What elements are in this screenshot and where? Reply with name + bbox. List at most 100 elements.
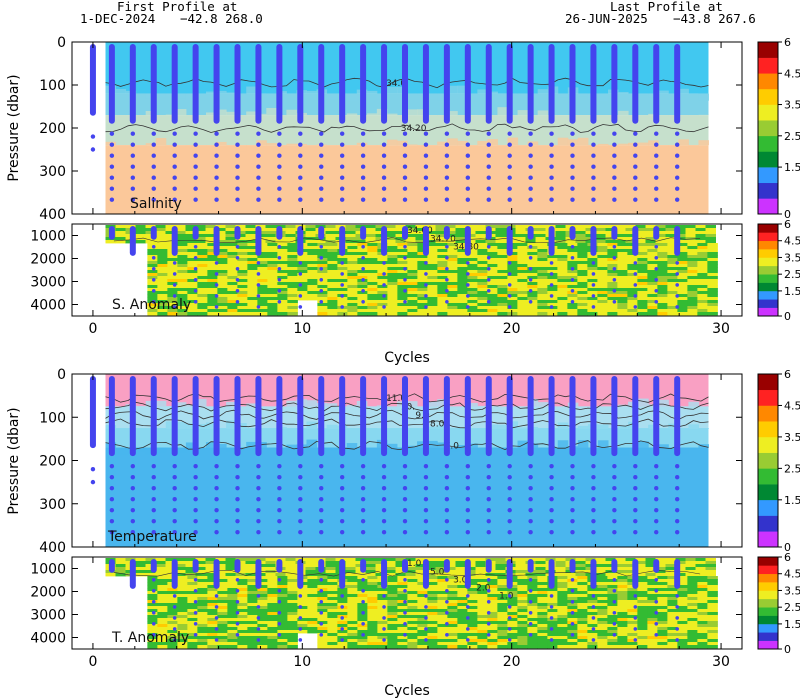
- field-cell: [187, 312, 198, 316]
- field-cell: [257, 600, 268, 604]
- field-cell: [467, 588, 478, 592]
- profile-dot: [172, 175, 177, 180]
- field-cell: [205, 225, 216, 229]
- field-cell: [337, 312, 348, 316]
- field-cell: [217, 276, 228, 280]
- field-cell: [147, 627, 158, 631]
- field-cell: [647, 270, 658, 274]
- field-cell: [417, 642, 428, 646]
- field-cell: [497, 600, 508, 604]
- field-cell: [277, 612, 288, 616]
- field-cell: [207, 291, 218, 295]
- field-cell: [707, 300, 718, 304]
- field-cell: [345, 570, 356, 574]
- field-cell: [647, 594, 658, 598]
- profile-bar: [674, 226, 681, 256]
- colorbar-tick-label: 0: [784, 208, 791, 221]
- field-cell: [187, 642, 198, 646]
- field-cell: [157, 246, 168, 250]
- field-cell: [597, 588, 608, 592]
- plot-frame: [71, 556, 743, 650]
- field-cell: [157, 303, 168, 307]
- profile-dot: [612, 142, 617, 147]
- field-cell: [257, 294, 268, 298]
- field-cell: [677, 279, 688, 283]
- colorbar-swatch: [758, 452, 778, 469]
- field-cell: [527, 267, 538, 271]
- field-cell: [287, 597, 298, 601]
- field-cell: [357, 252, 368, 256]
- field-cell: [217, 297, 228, 301]
- field-cell: [527, 639, 538, 643]
- profile-dot: [214, 485, 219, 491]
- field-cell: [237, 642, 248, 646]
- field-cell: [307, 276, 318, 280]
- field-cell: [437, 603, 448, 607]
- field-cell: [657, 621, 668, 625]
- profile-dot: [423, 474, 429, 480]
- field-cell: [267, 630, 278, 634]
- field-cell: [337, 600, 348, 604]
- field-cell: [385, 228, 396, 232]
- field-cell: [617, 243, 628, 247]
- field-cell: [377, 255, 388, 259]
- field-cell: [688, 447, 699, 450]
- field-cell: [437, 306, 448, 310]
- field-cell: [637, 273, 648, 277]
- field-cell: [617, 246, 628, 250]
- field-cell: [317, 312, 328, 316]
- field-cell: [177, 606, 188, 610]
- field-cell: [227, 630, 238, 634]
- field-cell: [287, 273, 298, 277]
- field-cell: [327, 612, 338, 616]
- field-cell: [167, 633, 178, 637]
- profile-dot: [486, 518, 491, 524]
- field-cell: [707, 600, 718, 604]
- field-cell: [677, 639, 688, 643]
- field-cell: [497, 406, 508, 408]
- field-cell: [387, 627, 398, 631]
- field-cell: [407, 585, 418, 589]
- field-cell: [657, 264, 668, 268]
- field-cell: [165, 421, 177, 429]
- profile-dot: [298, 283, 303, 287]
- field-cell: [627, 288, 638, 292]
- field-cell: [395, 240, 406, 244]
- profile-dot: [570, 589, 575, 593]
- field-cell: [407, 597, 418, 601]
- profile-dot: [298, 153, 303, 158]
- field-cell: [665, 237, 676, 241]
- profile-dot: [277, 142, 282, 147]
- field-cell: [135, 567, 146, 571]
- profile-bar: [129, 376, 136, 457]
- field-cell: [455, 234, 466, 238]
- field-cell: [697, 294, 708, 298]
- field-cell: [297, 288, 308, 292]
- field-cell: [437, 579, 448, 583]
- field-cell: [607, 576, 618, 580]
- field-cell: [665, 240, 676, 244]
- field-cell: [607, 264, 618, 268]
- profile-dot: [256, 463, 261, 469]
- field-cell: [557, 612, 568, 616]
- field-cell: [645, 570, 656, 574]
- profile-bar: [276, 44, 283, 124]
- field-cell: [497, 273, 508, 277]
- field-cell: [447, 285, 458, 289]
- profile-bar: [485, 376, 492, 457]
- field-cell: [167, 600, 178, 604]
- profile-dot: [403, 622, 407, 626]
- field-cell: [507, 282, 518, 286]
- profile-dot: [319, 633, 324, 637]
- x-tick-label: 20: [503, 321, 521, 337]
- colorbar-swatch: [758, 73, 778, 90]
- field-cell: [247, 243, 258, 247]
- profile-dot: [507, 518, 512, 524]
- field-cell: [657, 270, 668, 274]
- field-cell: [387, 645, 398, 649]
- field-cell: [705, 570, 716, 574]
- field-cell: [327, 588, 338, 592]
- field-cell: [427, 303, 438, 307]
- field-cell: [227, 309, 238, 313]
- field-cell: [397, 624, 408, 628]
